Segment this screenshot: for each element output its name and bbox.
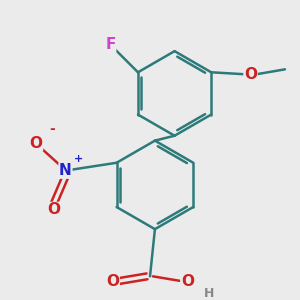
Text: F: F <box>105 37 116 52</box>
Text: O: O <box>244 67 257 82</box>
Text: +: + <box>74 154 84 164</box>
Text: O: O <box>106 274 119 289</box>
Text: O: O <box>181 274 194 289</box>
Text: -: - <box>50 122 56 136</box>
Text: H: H <box>204 286 214 300</box>
Text: O: O <box>47 202 60 217</box>
Text: N: N <box>59 163 72 178</box>
Text: O: O <box>29 136 42 151</box>
